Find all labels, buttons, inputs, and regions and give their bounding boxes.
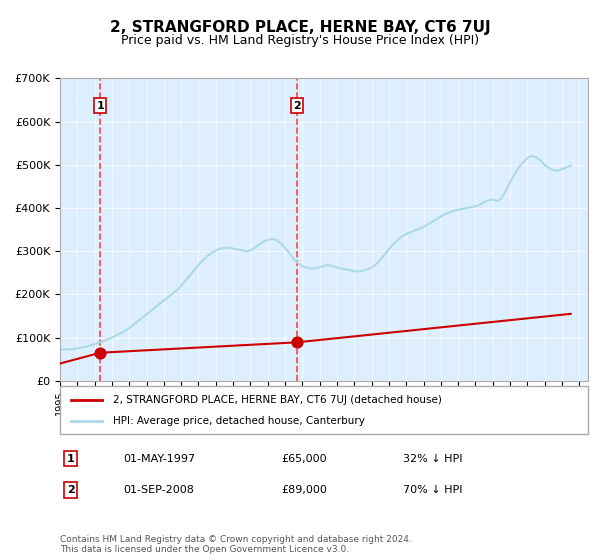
FancyBboxPatch shape (60, 386, 588, 434)
Text: 2, STRANGFORD PLACE, HERNE BAY, CT6 7UJ (detached house): 2, STRANGFORD PLACE, HERNE BAY, CT6 7UJ … (113, 395, 442, 405)
Text: 1: 1 (67, 454, 74, 464)
Text: £65,000: £65,000 (282, 454, 328, 464)
Text: 2: 2 (293, 101, 301, 111)
Text: 32% ↓ HPI: 32% ↓ HPI (403, 454, 463, 464)
Point (292, 338, 301, 347)
Text: Price paid vs. HM Land Registry's House Price Index (HPI): Price paid vs. HM Land Registry's House … (121, 34, 479, 46)
Text: 01-SEP-2008: 01-SEP-2008 (124, 485, 194, 495)
Text: 01-MAY-1997: 01-MAY-1997 (124, 454, 196, 464)
Text: HPI: Average price, detached house, Canterbury: HPI: Average price, detached house, Cant… (113, 416, 365, 426)
Text: Contains HM Land Registry data © Crown copyright and database right 2024.
This d: Contains HM Land Registry data © Crown c… (60, 535, 412, 554)
Text: 70% ↓ HPI: 70% ↓ HPI (403, 485, 463, 495)
Point (95, 348, 105, 357)
Text: 1: 1 (97, 101, 104, 111)
Text: 2: 2 (67, 485, 74, 495)
Text: £89,000: £89,000 (282, 485, 328, 495)
Text: 2, STRANGFORD PLACE, HERNE BAY, CT6 7UJ: 2, STRANGFORD PLACE, HERNE BAY, CT6 7UJ (110, 20, 490, 35)
